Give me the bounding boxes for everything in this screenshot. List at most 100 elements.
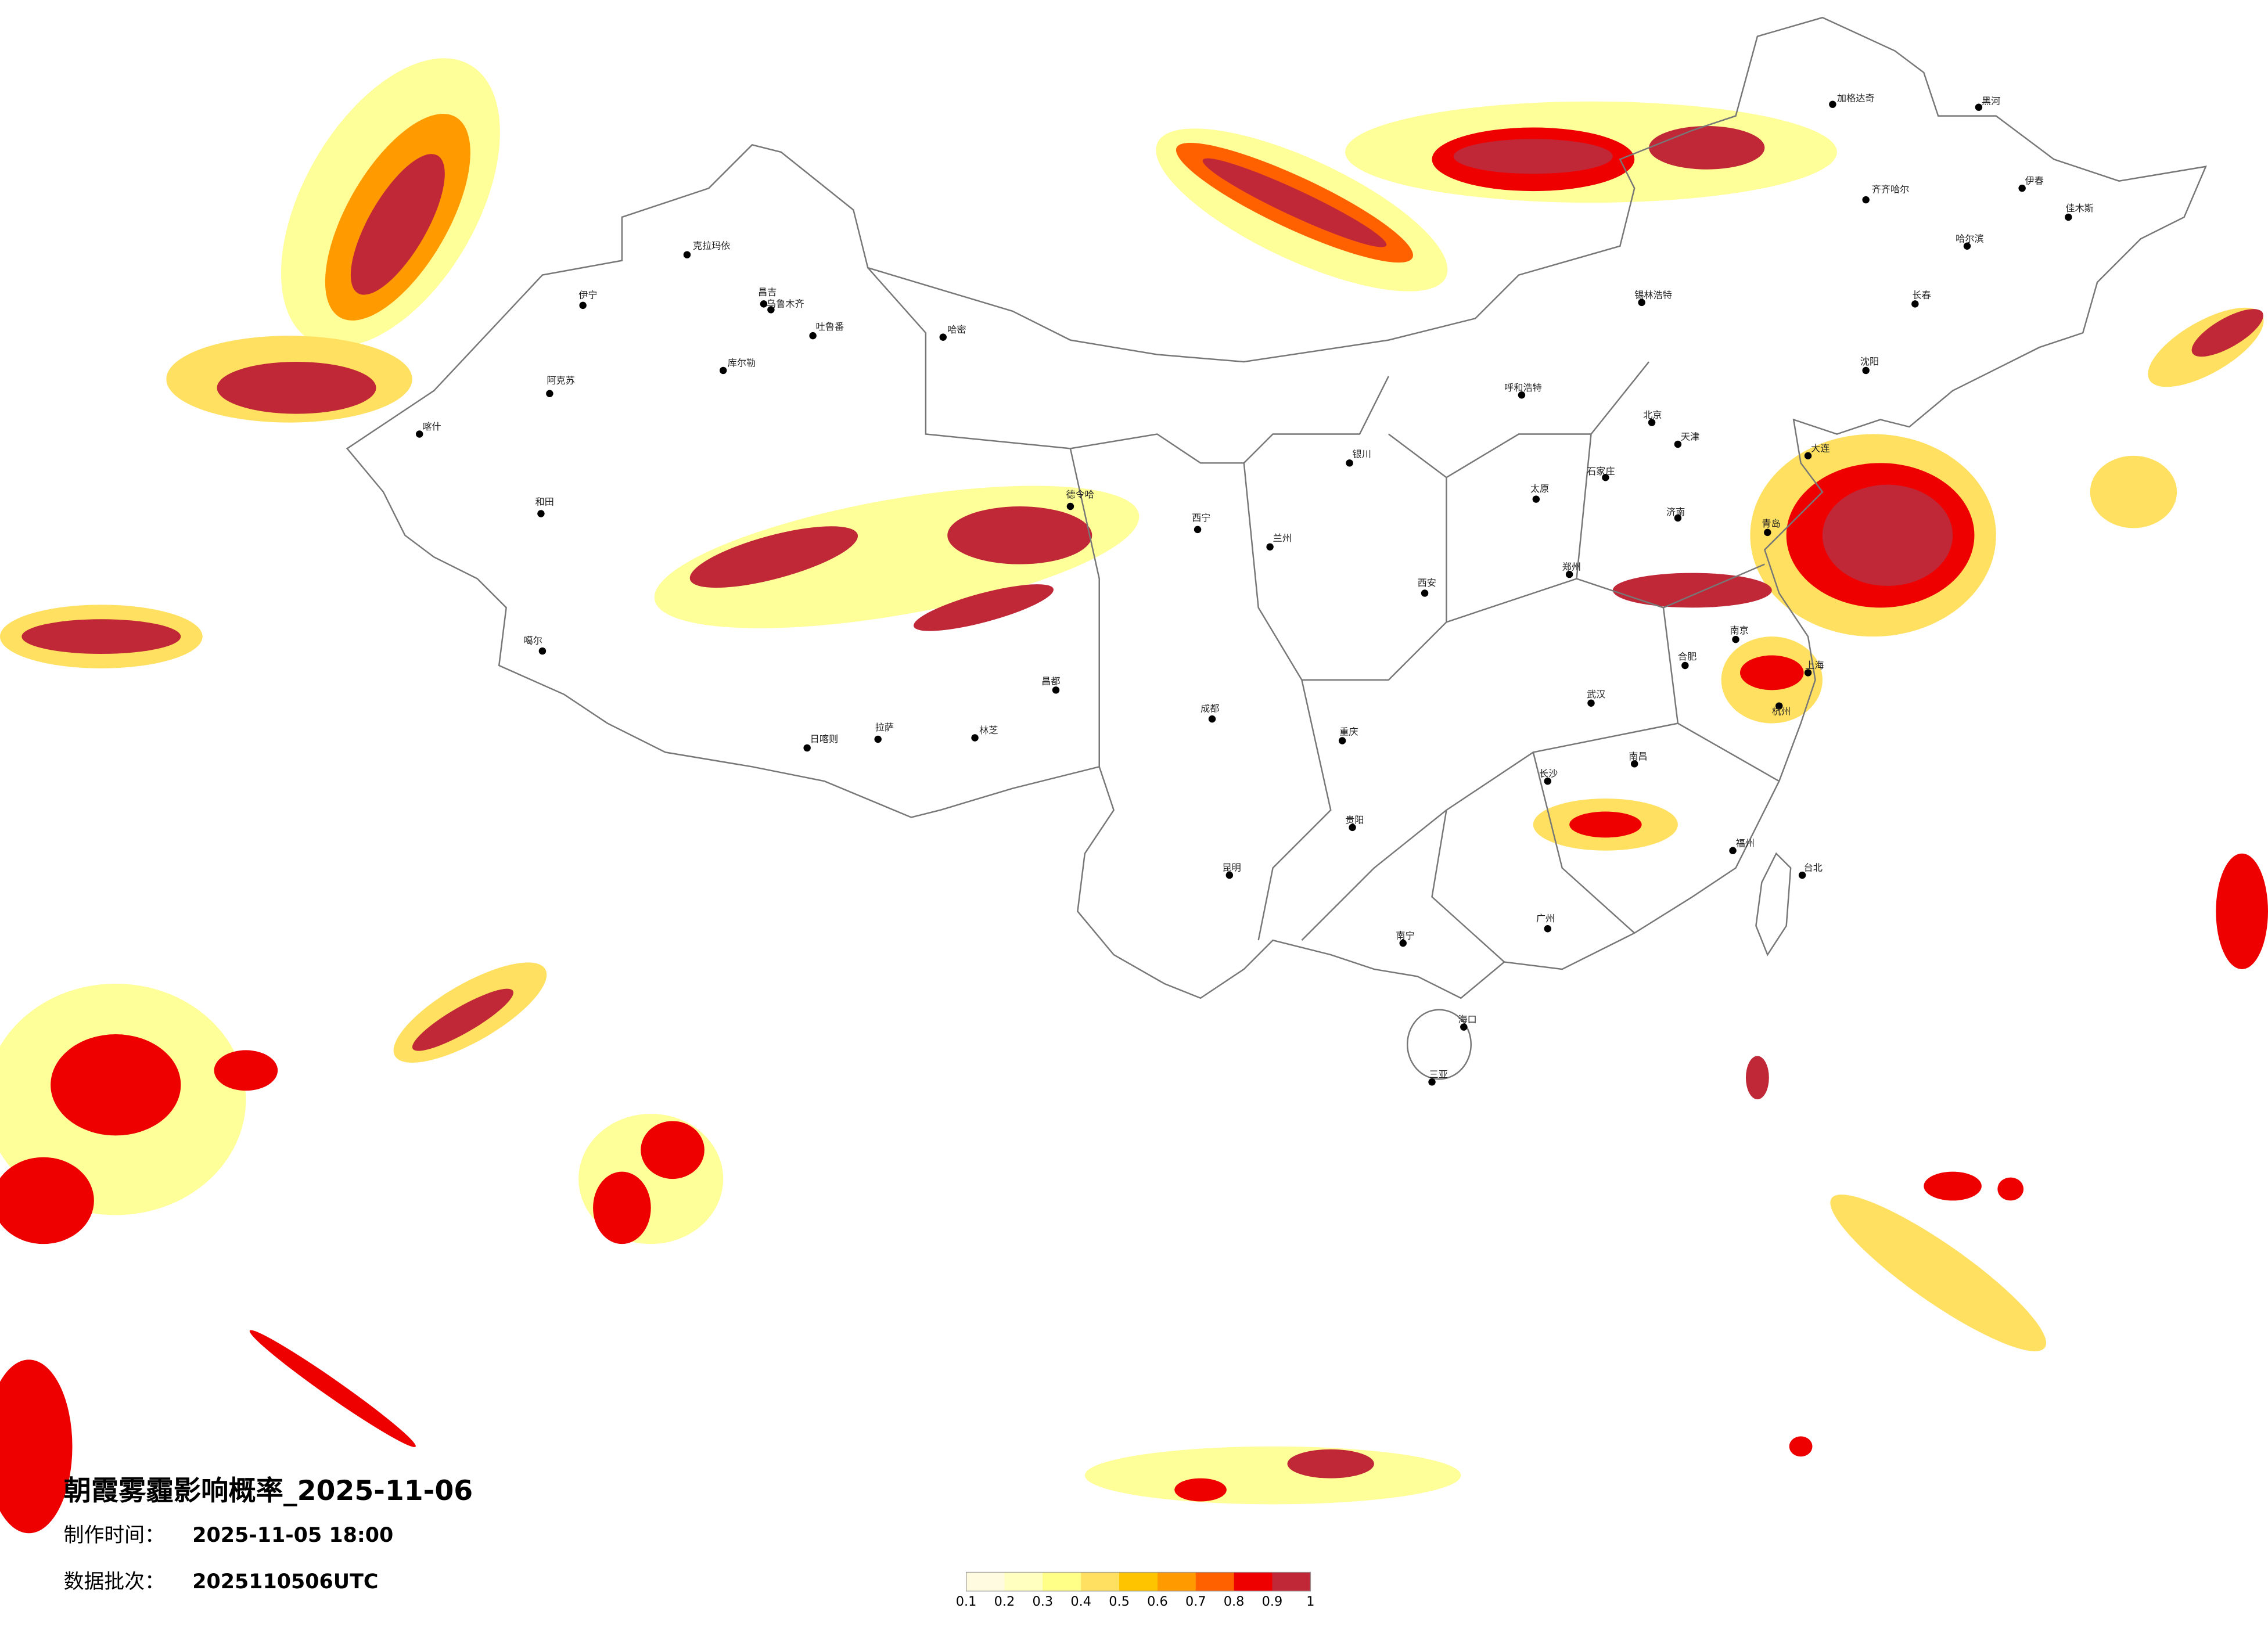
city: 杭州 [1772,702,1791,717]
city-label: 克拉玛依 [693,240,731,251]
city: 上海 [1804,660,1824,677]
city: 哈尔滨 [1956,233,1984,250]
legend-tick-label: 0.8 [1224,1594,1245,1609]
city-label: 武汉 [1587,689,1605,700]
city: 加格达奇 [1829,93,1875,108]
blob [0,1330,1813,1534]
city: 昌吉 [758,286,777,308]
city-label: 西安 [1418,577,1436,588]
city-label: 南京 [1730,625,1749,636]
legend-swatch [1004,1572,1044,1591]
city: 太原 [1530,483,1549,503]
blob [1612,434,1996,637]
city: 克拉玛依 [683,240,731,258]
city-label: 杭州 [1772,706,1791,717]
city: 乌鲁木齐 [767,298,804,314]
legend-frame [965,1571,1311,1592]
city-label: 乌鲁木齐 [767,298,804,309]
legend-tick-label: 0.6 [1147,1594,1168,1609]
city-label: 呼和浩特 [1504,382,1542,393]
city: 吐鲁番 [809,321,844,340]
city: 喀什 [415,421,441,438]
city-label: 加格达奇 [1837,93,1875,104]
blob [1721,636,1823,724]
city-label: 福州 [1736,837,1755,848]
legend-swatch [1195,1572,1235,1591]
batch: 2025110506UTC [192,1570,378,1593]
legend-tick-label: 0.2 [994,1594,1015,1609]
city: 南昌 [1629,751,1648,768]
city: 德令哈 [1066,489,1094,510]
city-label: 重庆 [1339,726,1358,738]
city: 日喀则 [803,733,838,752]
city-label: 长沙 [1539,768,1558,779]
city-label: 三亚 [1429,1069,1448,1080]
legend-swatch [966,1572,1005,1591]
legend: 0.1 0.2 0.3 0.4 0.5 0.6 0.7 0.8 0.9 1 [956,1571,1314,1609]
legend-tick-label: 0.3 [1033,1594,1054,1609]
city: 锡林浩特 [1634,289,1672,307]
city: 银川 [1346,448,1371,467]
blob [654,485,1140,631]
city: 库尔勒 [719,357,756,375]
legend-tick-label: 0.5 [1109,1594,1130,1609]
city: 拉萨 [874,722,894,743]
city-label: 郑州 [1562,562,1581,573]
map-title: 朝霞雾霾影响概率_2025-11-06 [64,1475,473,1507]
city-label: 哈尔滨 [1956,233,1984,244]
city-label: 和田 [535,497,553,508]
made-time: 2025-11-05 18:00 [192,1524,393,1547]
made-label: 制作时间： [64,1524,165,1547]
city-label: 银川 [1353,448,1371,459]
city: 广州 [1536,913,1555,933]
city: 噶尔 [524,635,547,655]
legend-swatch [1081,1572,1120,1591]
city-label: 喀什 [422,421,441,432]
city: 呼和浩特 [1504,382,1542,399]
city: 天津 [1674,431,1699,448]
blob [1345,101,1837,203]
blob [1745,1056,2046,1351]
city: 济南 [1666,506,1685,522]
city-label: 石家庄 [1587,466,1615,477]
legend-tick-label: 0.7 [1185,1594,1206,1609]
city: 青岛 [1762,518,1781,537]
legend-swatch [1272,1572,1311,1591]
city: 石家庄 [1587,466,1615,481]
city-label: 大连 [1811,443,1830,454]
city-label: 德令哈 [1066,489,1094,500]
city-label: 西宁 [1192,512,1210,523]
city-label: 南宁 [1396,930,1414,941]
blob [1533,798,1678,851]
city: 西安 [1418,577,1436,597]
city-label: 海口 [1458,1014,1476,1025]
legend-swatch [1119,1572,1158,1591]
legend-swatch [1157,1572,1196,1591]
blob [1084,1446,1461,1505]
legend-tick-label: 1 [1306,1594,1314,1609]
city-label: 昌都 [1041,675,1060,686]
city: 长沙 [1539,768,1558,785]
city-label: 沈阳 [1860,356,1879,367]
blob [578,1114,724,1244]
boundary [346,16,2207,1080]
legend-swatch [1234,1572,1273,1591]
city: 大连 [1804,443,1830,460]
legend-tick-label: 0.1 [956,1594,977,1609]
blob [166,336,412,423]
batch-label: 数据批次： [64,1570,165,1593]
city: 重庆 [1338,726,1358,744]
city-label: 哈密 [947,324,966,335]
blob [0,983,278,1244]
city: 海口 [1458,1014,1477,1031]
city: 成都 [1201,703,1219,723]
city: 林芝 [971,725,998,742]
city: 黑河 [1975,96,2000,111]
city-label: 北京 [1643,409,1662,420]
city: 和田 [535,497,554,517]
blob [0,605,203,668]
city-label: 南昌 [1629,751,1647,762]
city-label: 长春 [1912,289,1931,300]
city-label: 太原 [1530,483,1549,494]
city: 合肥 [1678,651,1696,670]
